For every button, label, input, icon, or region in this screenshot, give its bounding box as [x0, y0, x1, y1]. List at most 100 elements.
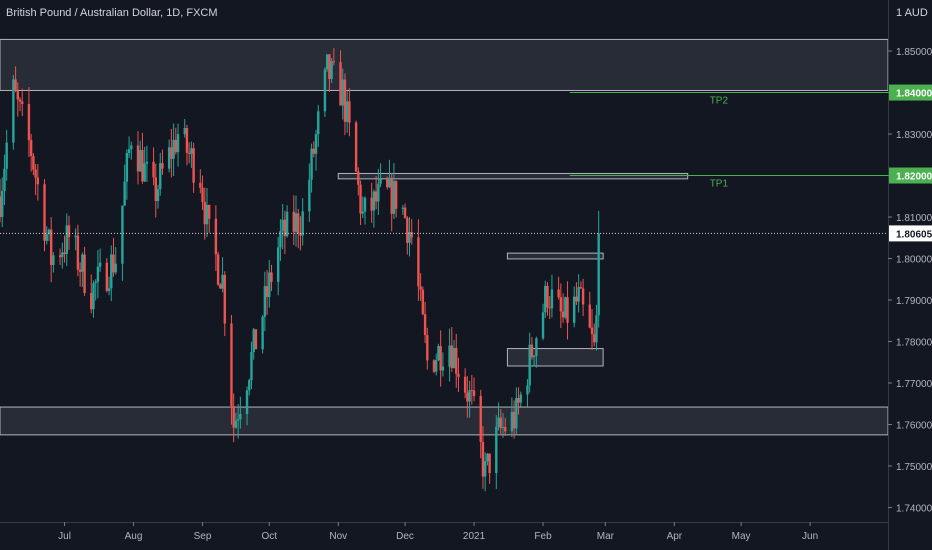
candle-body — [223, 274, 226, 324]
candle-body — [323, 69, 327, 112]
candle-body — [417, 237, 420, 287]
candle-body — [245, 390, 249, 415]
candle-body — [156, 189, 160, 202]
candle-body — [579, 287, 583, 289]
candle-body — [435, 359, 438, 372]
candle-body — [401, 207, 405, 209]
candle-body — [370, 197, 373, 211]
candle-body — [52, 255, 55, 265]
candle-body — [265, 286, 269, 297]
price-tick-label: 1.83000 — [896, 130, 932, 141]
candle-body — [232, 406, 235, 428]
candle-body — [472, 390, 476, 396]
candle-body — [176, 134, 180, 153]
candle-body — [201, 187, 204, 203]
candle-body — [379, 179, 382, 184]
candle-body — [557, 289, 560, 298]
candle-body — [47, 229, 51, 235]
candle-body — [359, 184, 362, 214]
candle-body — [5, 142, 8, 169]
candle-body — [250, 352, 253, 381]
candle-body — [432, 360, 436, 372]
candle-body — [308, 179, 311, 212]
candle-body — [526, 385, 529, 395]
candle-body — [216, 254, 220, 285]
zone-1 — [0, 406, 889, 436]
candle-body — [159, 163, 162, 190]
candle-body — [497, 417, 500, 427]
candle-body — [83, 254, 86, 294]
current-price-badge: 1.80605 — [896, 229, 932, 240]
candle-body — [74, 235, 77, 238]
price-tick-label: 1.79000 — [896, 296, 932, 307]
candle-body — [236, 419, 240, 421]
candle-body — [292, 211, 295, 232]
candle-body — [141, 150, 144, 182]
candle-body — [21, 101, 24, 105]
candle-body — [530, 344, 534, 358]
target-price-badge-bg — [889, 84, 932, 101]
candle-body — [463, 376, 467, 393]
candle-body — [486, 453, 489, 462]
time-tick-label: Sep — [194, 531, 212, 542]
candle-body — [466, 392, 469, 402]
price-tick-label: 1.85000 — [896, 47, 932, 58]
candle-body — [388, 177, 391, 188]
candle-body — [276, 247, 280, 282]
candle-body — [339, 62, 342, 106]
candle-body — [575, 296, 578, 302]
candle-body — [386, 179, 389, 188]
candle-body — [468, 390, 471, 402]
candle-body — [361, 211, 364, 214]
candle-body — [12, 79, 15, 143]
candle-body — [374, 191, 378, 202]
candle-body — [541, 312, 545, 339]
candle-body — [18, 99, 22, 102]
zone-2 — [337, 172, 689, 180]
candle-body — [588, 304, 591, 328]
candle-body — [199, 182, 202, 188]
candle-body — [61, 252, 64, 258]
candle-body — [183, 127, 186, 135]
candle-body — [230, 323, 233, 407]
candle-body — [408, 232, 411, 243]
candle-body — [512, 411, 516, 429]
candle-body — [192, 148, 195, 183]
candle-body — [36, 177, 40, 185]
candle-body — [43, 184, 46, 241]
time-axis: Jul Aug Sep Oct Nov Dec 2021 Feb Mar Apr May Jun — [58, 522, 818, 542]
candles — [0, 48, 600, 492]
price-tick-label: 1.81000 — [896, 213, 932, 224]
candle-body — [110, 254, 113, 289]
candle-body — [517, 398, 520, 403]
candle-body — [58, 255, 62, 258]
candle-body — [208, 204, 211, 219]
candle-body — [139, 150, 142, 172]
candle-body — [92, 283, 95, 310]
candle-body — [328, 54, 331, 80]
candle-body — [263, 286, 267, 317]
candle-body — [566, 297, 569, 323]
candle-body — [343, 79, 347, 122]
candle-body — [248, 380, 251, 391]
candle-body — [410, 232, 413, 238]
candle-body — [96, 266, 100, 282]
zone-3 — [506, 252, 604, 260]
current-price-badge-bg — [889, 225, 932, 242]
currency-unit[interactable]: 1 AUD — [896, 7, 928, 19]
candle-body — [590, 327, 594, 335]
time-tick-label: Nov — [329, 531, 347, 542]
candle-body — [532, 355, 536, 358]
candle-body — [363, 197, 367, 212]
candle-body — [29, 140, 33, 156]
price-tick-label: 1.76000 — [896, 420, 932, 431]
candle-body — [14, 79, 17, 92]
candle-body — [154, 177, 157, 202]
time-tick-label: Oct — [262, 531, 278, 542]
candle-body — [559, 297, 563, 312]
candle-body — [130, 145, 133, 150]
candle-body — [45, 234, 48, 241]
candle-body — [519, 394, 522, 403]
